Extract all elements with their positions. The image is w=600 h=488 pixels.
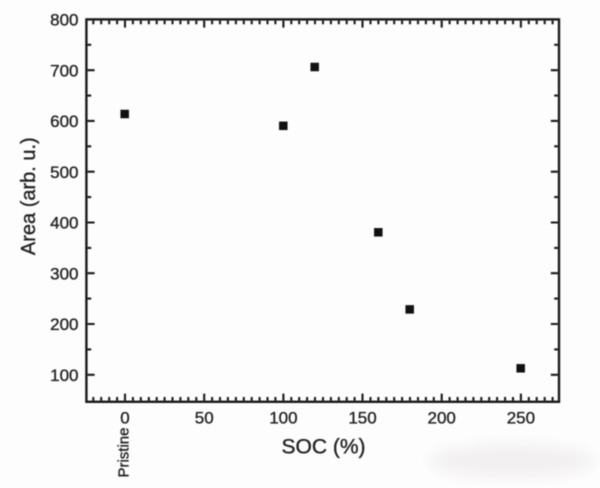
svg-text:300: 300 <box>50 264 78 283</box>
svg-text:400: 400 <box>50 214 78 233</box>
svg-text:150: 150 <box>348 408 376 427</box>
svg-text:500: 500 <box>50 163 78 182</box>
svg-text:Area (arb. u.): Area (arb. u.) <box>18 137 40 255</box>
svg-text:SOC (%): SOC (%) <box>282 436 366 459</box>
svg-text:0: 0 <box>120 408 129 427</box>
svg-text:50: 50 <box>195 408 214 427</box>
svg-text:700: 700 <box>50 61 78 80</box>
svg-text:250: 250 <box>507 408 535 427</box>
svg-text:800: 800 <box>50 11 78 30</box>
svg-text:100: 100 <box>50 366 78 385</box>
svg-text:Pristine: Pristine <box>116 428 133 478</box>
svg-text:200: 200 <box>428 408 456 427</box>
svg-text:100: 100 <box>269 408 297 427</box>
svg-text:200: 200 <box>50 315 78 334</box>
svg-text:600: 600 <box>50 112 78 131</box>
